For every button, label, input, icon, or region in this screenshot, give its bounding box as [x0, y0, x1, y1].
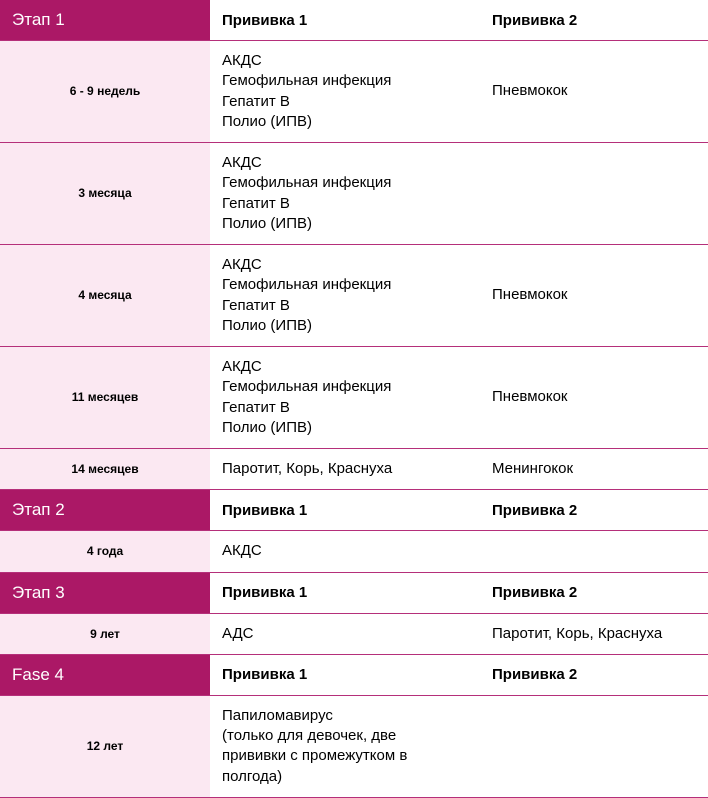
vaccine-item: Паротит, Корь, Краснуха: [222, 459, 468, 479]
vaccine-item: Полио (ИПВ): [222, 418, 468, 438]
table-row: 3 месяцаАКДСГемофильная инфекцияГепатит …: [0, 143, 708, 245]
table-row: 11 месяцевАКДСГемофильная инфекцияГепати…: [0, 347, 708, 449]
stage-header-row: Этап 1Прививка 1Прививка 2: [0, 0, 708, 41]
age-label: 6 - 9 недель: [0, 41, 210, 143]
column-header-vaccine1: Прививка 1: [210, 654, 480, 695]
stage-header-row: Этап 3Прививка 1Прививка 2: [0, 572, 708, 613]
column-header-vaccine1: Прививка 1: [210, 0, 480, 41]
vaccine-item: Гемофильная инфекция: [222, 173, 468, 193]
vaccine-item: АКДС: [222, 255, 468, 275]
vaccine-item: Менингокок: [492, 459, 696, 479]
stage-title: Этап 1: [0, 0, 210, 41]
vaccine1-cell: Папиломавирус(только для девочек, двепри…: [210, 695, 480, 797]
vaccine1-cell: Паротит, Корь, Краснуха: [210, 449, 480, 490]
vaccine-item: Гемофильная инфекция: [222, 377, 468, 397]
vaccine1-cell: АДС: [210, 613, 480, 654]
table-row: 14 месяцев Паротит, Корь, Краснуха Менинго…: [0, 449, 708, 490]
vaccine-item: Паротит, Корь, Краснуха: [492, 624, 696, 644]
stage-title: Этап 3: [0, 572, 210, 613]
vaccine1-cell: АКДСГемофильная инфекцияГепатит BПолио (…: [210, 143, 480, 245]
age-label: 9 лет: [0, 613, 210, 654]
vaccine-item: Гепатит B: [222, 398, 468, 418]
vaccine-item: Полио (ИПВ): [222, 112, 468, 132]
vaccine-item: Гепатит B: [222, 296, 468, 316]
vaccine-item: Гемофильная инфекция: [222, 275, 468, 295]
vaccine2-cell: Менингокок: [480, 449, 708, 490]
column-header-vaccine1: Прививка 1: [210, 490, 480, 531]
vaccine2-cell: [480, 143, 708, 245]
vaccine1-cell: АКДСГемофильная инфекцияГепатит BПолио (…: [210, 347, 480, 449]
age-label: 14 месяцев: [0, 449, 210, 490]
vaccine2-cell: [480, 531, 708, 572]
column-header-vaccine1: Прививка 1: [210, 572, 480, 613]
age-label: 11 месяцев: [0, 347, 210, 449]
vaccine2-cell: Пневмокок: [480, 41, 708, 143]
column-header-vaccine2: Прививка 2: [480, 654, 708, 695]
vaccine2-cell: Пневмокок: [480, 245, 708, 347]
vaccine-item: Папиломавирус: [222, 706, 468, 726]
age-label: 4 года: [0, 531, 210, 572]
vaccine1-cell: АКДС: [210, 531, 480, 572]
table-row: 9 лет АДС Паротит, Корь, Краснуха: [0, 613, 708, 654]
vaccine-item: Пневмокок: [492, 387, 696, 407]
column-header-vaccine2: Прививка 2: [480, 0, 708, 41]
table-row: 4 года АКДС: [0, 531, 708, 572]
vaccine-item: Полио (ИПВ): [222, 316, 468, 336]
vaccine2-cell: Паротит, Корь, Краснуха: [480, 613, 708, 654]
table-row: 12 летПапиломавирус(только для девочек, …: [0, 695, 708, 797]
vaccine-item: (только для девочек, две: [222, 726, 468, 746]
stage-header-row: Этап 2Прививка 1Прививка 2: [0, 490, 708, 531]
stage-header-row: Fase 4Прививка 1Прививка 2: [0, 654, 708, 695]
age-label: 4 месяца: [0, 245, 210, 347]
vaccine-item: Полио (ИПВ): [222, 214, 468, 234]
vaccine-item: Гепатит B: [222, 194, 468, 214]
vaccine1-cell: АКДСГемофильная инфекцияГепатит BПолио (…: [210, 245, 480, 347]
vaccine-item: АКДС: [222, 153, 468, 173]
age-label: 12 лет: [0, 695, 210, 797]
vaccine-item: Гепатит B: [222, 92, 468, 112]
vaccination-schedule-table: Этап 1Прививка 1Прививка 26 - 9 недельАК…: [0, 0, 708, 798]
age-label: 3 месяца: [0, 143, 210, 245]
vaccine-item: Пневмокок: [492, 81, 696, 101]
vaccine2-cell: Пневмокок: [480, 347, 708, 449]
vaccine-item: Гемофильная инфекция: [222, 71, 468, 91]
table-row: 6 - 9 недельАКДСГемофильная инфекцияГепа…: [0, 41, 708, 143]
vaccine-item: АКДС: [222, 51, 468, 71]
vaccine-item: АКДС: [222, 541, 468, 561]
vaccine1-cell: АКДСГемофильная инфекцияГепатит BПолио (…: [210, 41, 480, 143]
vaccine-item: прививки с промежутком в: [222, 746, 468, 766]
stage-title: Этап 2: [0, 490, 210, 531]
vaccine-item: Пневмокок: [492, 285, 696, 305]
column-header-vaccine2: Прививка 2: [480, 572, 708, 613]
table-row: 4 месяцаАКДСГемофильная инфекцияГепатит …: [0, 245, 708, 347]
stage-title: Fase 4: [0, 654, 210, 695]
column-header-vaccine2: Прививка 2: [480, 490, 708, 531]
vaccine-item: АКДС: [222, 357, 468, 377]
vaccine2-cell: [480, 695, 708, 797]
vaccine-item: АДС: [222, 624, 468, 644]
